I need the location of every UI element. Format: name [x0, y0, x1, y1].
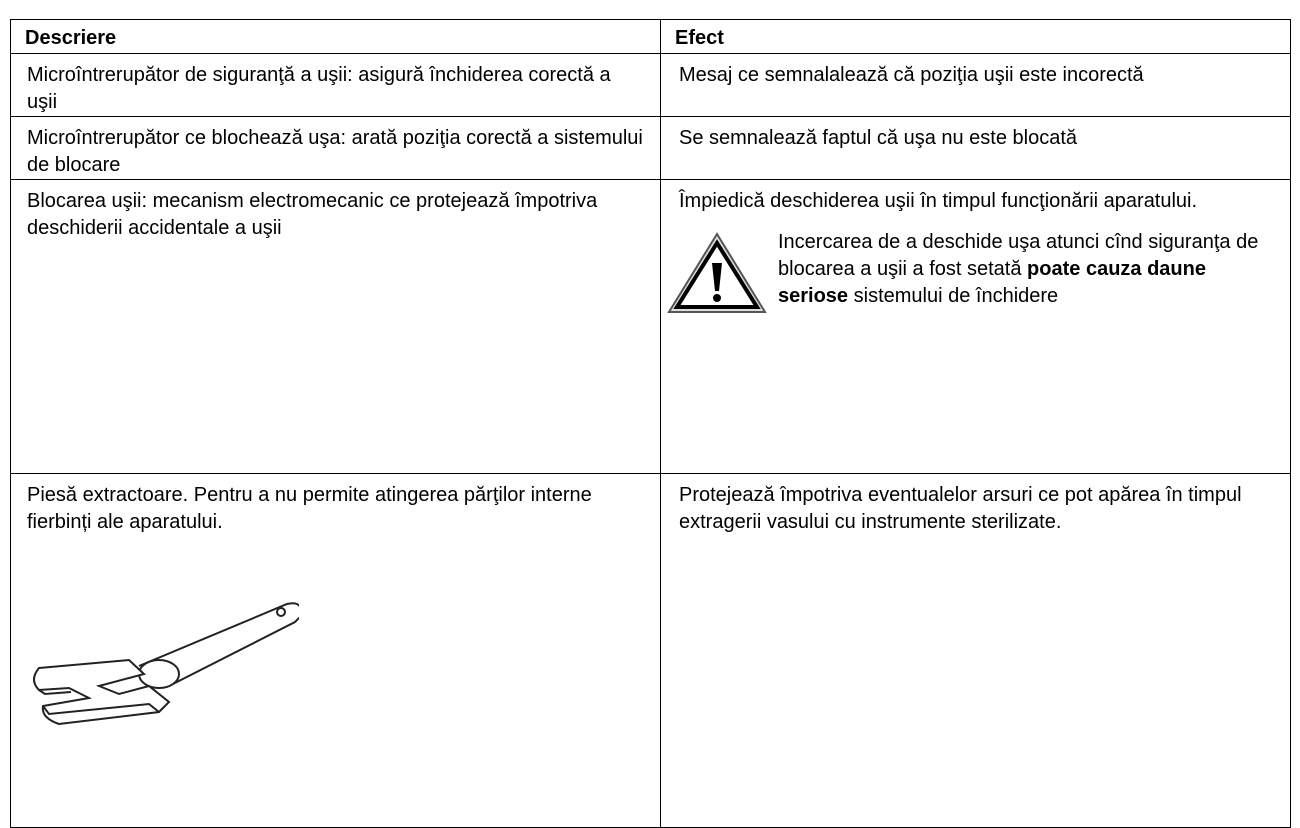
warning-text: Incercarea de a deschide uşa atunci cînd… — [666, 229, 1276, 310]
cell: Piesă extractoare. Pentru a nu permite a… — [10, 473, 661, 828]
extractor-illustration — [33, 602, 299, 726]
description: Microîntrerupător de siguranţă a uşii: a… — [27, 64, 611, 113]
warning: Incercarea de a deschide uşa atunci cînd… — [666, 229, 1276, 313]
header-row: Descriere Efect — [10, 19, 1291, 54]
row: Microîntrerupător ce blochează uşa: arat… — [10, 116, 1291, 180]
warning-bold: poate cauza daune seriose — [778, 258, 1206, 307]
description: Piesă extractoare. Pentru a nu permite a… — [27, 484, 592, 533]
cell: Protejează împotriva eventualelor arsuri… — [660, 473, 1291, 828]
table: Descriere Efect Microîntrerupător de sig… — [10, 19, 1291, 828]
warning-icon — [667, 232, 767, 313]
cell: Se semnalează faptul că uşa nu este bloc… — [660, 116, 1291, 180]
warning-text: Incercarea de a deschide uşa atunci cînd… — [778, 231, 1259, 280]
effect: Mesaj ce semnalalează că poziţia uşii es… — [679, 64, 1144, 86]
cell: Microîntrerupător de siguranţă a uşii: a… — [10, 53, 661, 117]
cell: Microîntrerupător ce blochează uşa: arat… — [10, 116, 661, 180]
row: Piesă extractoare. Pentru a nu permite a… — [10, 473, 1291, 828]
row: Microîntrerupător de siguranţă a uşii: a… — [10, 53, 1291, 117]
description: Microîntrerupător ce blochează uşa: arat… — [27, 127, 643, 176]
effect: Protejează împotriva eventualelor arsuri… — [679, 484, 1242, 533]
cell: Blocarea uşii: mecanism electromecanic c… — [10, 179, 661, 474]
effect: Se semnalează faptul că uşa nu este bloc… — [679, 127, 1078, 149]
effect: Împiedică deschiderea uşii în timpul fun… — [679, 190, 1198, 212]
row: Blocarea uşii: mecanism electromecanic c… — [10, 179, 1291, 474]
cell: Mesaj ce semnalalează că poziţia uşii es… — [660, 53, 1291, 117]
cell: Împiedică deschiderea uşii în timpul fun… — [660, 179, 1291, 474]
warning-text-after: sistemului de închidere — [853, 285, 1059, 307]
description: Blocarea uşii: mecanism electromecanic c… — [27, 190, 598, 239]
header-cell: Efect — [660, 19, 1291, 54]
header-cell: Descriere — [10, 19, 661, 54]
